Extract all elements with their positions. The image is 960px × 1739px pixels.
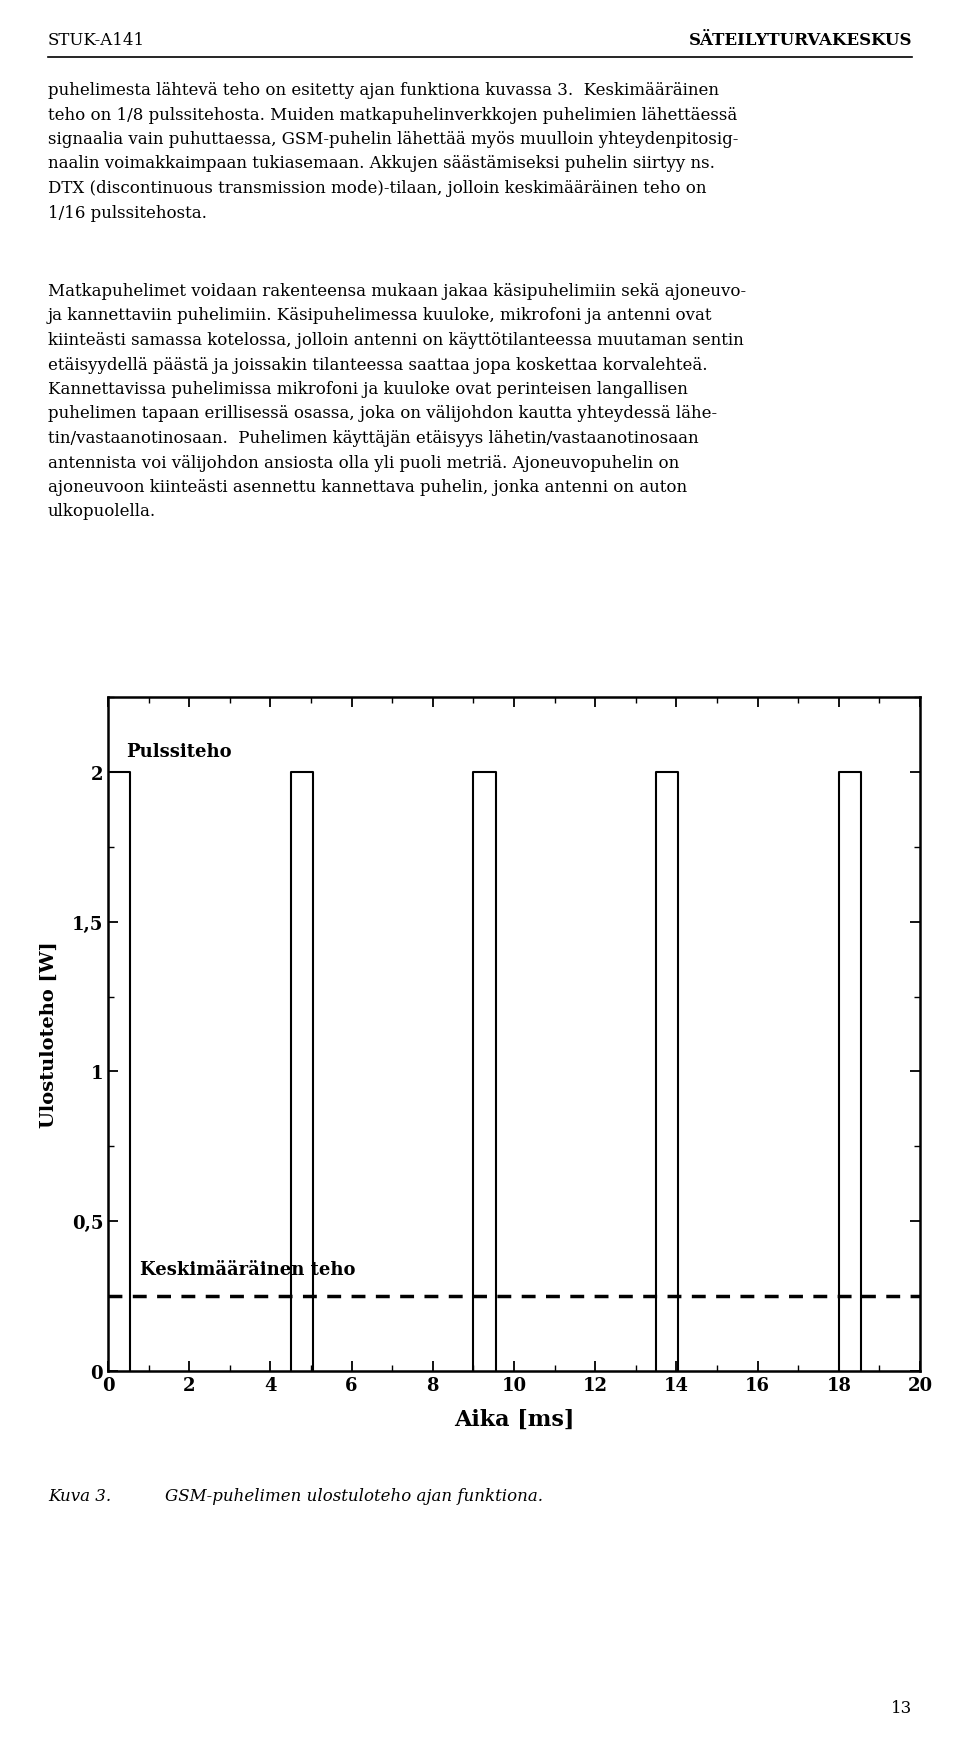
Text: Pulssiteho: Pulssiteho [127, 743, 232, 760]
Text: ja kannettaviin puhelimiin. Käsipuhelimessa kuuloke, mikrofoni ja antenni ovat: ja kannettaviin puhelimiin. Käsipuhelime… [48, 308, 712, 323]
Text: tin/vastaanotinosaan.  Puhelimen käyttäjän etäisyys lähetin/vastaanotinosaan: tin/vastaanotinosaan. Puhelimen käyttäjä… [48, 430, 699, 447]
Text: antennista voi välijohdon ansiosta olla yli puoli metriä. Ajoneuvopuhelin on: antennista voi välijohdon ansiosta olla … [48, 454, 680, 471]
Text: GSM-puhelimen ulostuloteho ajan funktiona.: GSM-puhelimen ulostuloteho ajan funktion… [165, 1487, 543, 1504]
Text: Kannettavissa puhelimissa mikrofoni ja kuuloke ovat perinteisen langallisen: Kannettavissa puhelimissa mikrofoni ja k… [48, 381, 688, 398]
Text: puhelimen tapaan erillisessä osassa, joka on välijohdon kautta yhteydessä lähe-: puhelimen tapaan erillisessä osassa, jok… [48, 405, 717, 423]
Text: naalin voimakkaimpaan tukiasemaan. Akkujen säästämiseksi puhelin siirtyy ns.: naalin voimakkaimpaan tukiasemaan. Akkuj… [48, 155, 715, 172]
Text: DTX (discontinuous transmission mode)-tilaan, jolloin keskimääräinen teho on: DTX (discontinuous transmission mode)-ti… [48, 179, 707, 197]
Text: SÄTEILYTURVAKESKUS: SÄTEILYTURVAKESKUS [688, 31, 912, 49]
Text: signaalia vain puhuttaessa, GSM-puhelin lähettää myös muulloin yhteydenpitosig-: signaalia vain puhuttaessa, GSM-puhelin … [48, 130, 738, 148]
Text: 13: 13 [891, 1699, 912, 1716]
Text: etäisyydellä päästä ja joissakin tilanteessa saattaa jopa koskettaa korvalehteä.: etäisyydellä päästä ja joissakin tilante… [48, 356, 708, 374]
Text: ulkopuolella.: ulkopuolella. [48, 503, 156, 520]
Text: Matkapuhelimet voidaan rakenteensa mukaan jakaa käsipuhelimiin sekä ajoneuvo-: Matkapuhelimet voidaan rakenteensa mukaa… [48, 283, 746, 299]
Text: ajoneuvoon kiinteästi asennettu kannettava puhelin, jonka antenni on auton: ajoneuvoon kiinteästi asennettu kannetta… [48, 478, 687, 496]
Text: kiinteästi samassa kotelossa, jolloin antenni on käyttötilanteessa muutaman sent: kiinteästi samassa kotelossa, jolloin an… [48, 332, 744, 350]
Text: puhelimesta lähtevä teho on esitetty ajan funktiona kuvassa 3.  Keskimääräinen: puhelimesta lähtevä teho on esitetty aja… [48, 82, 719, 99]
Text: STUK-A141: STUK-A141 [48, 31, 145, 49]
Y-axis label: Ulostuloteho [W]: Ulostuloteho [W] [39, 941, 58, 1127]
Text: Kuva 3.: Kuva 3. [48, 1487, 111, 1504]
Text: teho on 1/8 pulssitehosta. Muiden matkapuhelinverkkojen puhelimien lähettäessä: teho on 1/8 pulssitehosta. Muiden matkap… [48, 106, 737, 123]
Text: Keskimääräinen teho: Keskimääräinen teho [140, 1261, 356, 1278]
X-axis label: Aika [ms]: Aika [ms] [454, 1409, 574, 1429]
Text: 1/16 pulssitehosta.: 1/16 pulssitehosta. [48, 205, 206, 221]
